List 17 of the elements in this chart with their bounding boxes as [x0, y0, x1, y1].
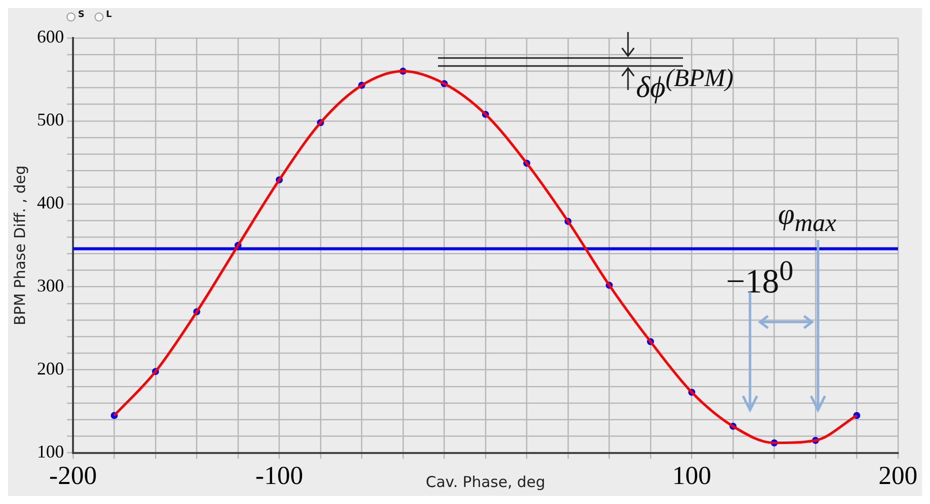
y-axis-title: BPM Phase Diff. , deg [10, 165, 29, 326]
x-tick-label: -100 [255, 461, 304, 490]
y-tick-label: 200 [37, 358, 64, 379]
y-tick-label: 100 [37, 442, 64, 462]
y-tick-label: 600 [37, 26, 64, 47]
y-tick-label: 400 [37, 192, 64, 213]
y-tick-label: 300 [37, 276, 64, 296]
text: L [106, 10, 112, 20]
text: S [78, 10, 84, 20]
x-tick-label: 100 [672, 461, 712, 490]
annotation: φ$_{max}$ [778, 198, 836, 237]
x-tick-label: -200 [49, 461, 97, 490]
annotation: δϕ$^{(BPM)}$ [636, 65, 734, 104]
annotation: −18$^{0}$ [726, 256, 794, 300]
x-tick-label: 200 [878, 461, 918, 490]
x-axis-title: Cav. Phase, deg [426, 472, 546, 491]
y-tick-label: 500 [37, 110, 64, 130]
